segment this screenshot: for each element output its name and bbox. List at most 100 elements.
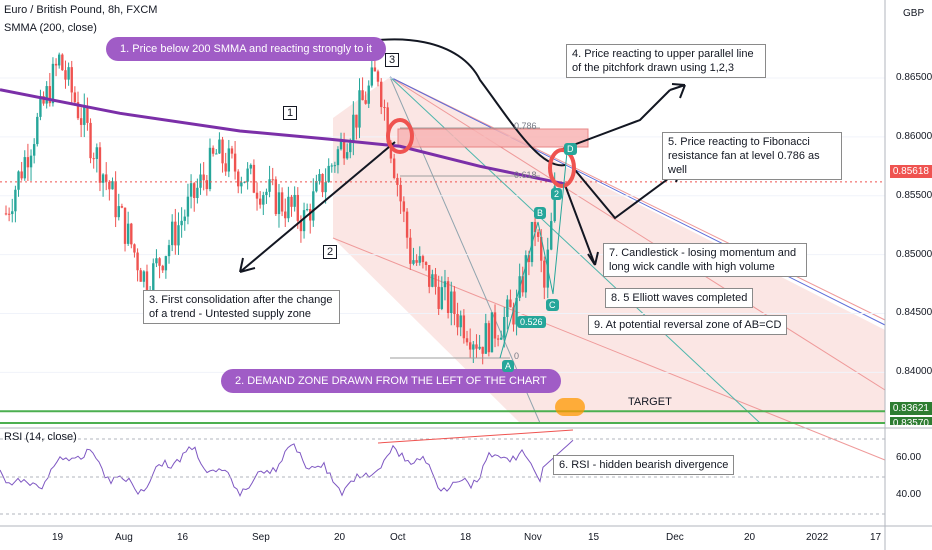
candle-body bbox=[4, 213, 8, 215]
candle bbox=[302, 202, 306, 239]
candle bbox=[296, 187, 299, 229]
clip-price-tag: 0.83570 bbox=[889, 417, 932, 425]
candle bbox=[233, 141, 237, 180]
candle bbox=[412, 247, 415, 266]
candle bbox=[58, 52, 61, 69]
candle-body bbox=[324, 182, 327, 193]
candle bbox=[456, 302, 459, 336]
candle bbox=[105, 162, 108, 191]
candle bbox=[189, 174, 193, 209]
candle-body bbox=[290, 196, 293, 207]
candle bbox=[268, 165, 271, 198]
time-tick: Oct bbox=[390, 532, 406, 543]
candle-body bbox=[265, 191, 268, 196]
candle bbox=[215, 149, 218, 155]
rsi-tick-60: 60.00 bbox=[896, 452, 922, 463]
candle-body bbox=[111, 181, 114, 190]
candle bbox=[29, 149, 33, 181]
candle bbox=[246, 162, 249, 190]
ratio-label-2: 2 bbox=[551, 188, 563, 200]
candle-body bbox=[392, 158, 396, 178]
candle bbox=[70, 60, 73, 105]
candle bbox=[415, 254, 418, 266]
candle bbox=[230, 145, 234, 159]
candle bbox=[174, 208, 177, 255]
candle bbox=[493, 304, 497, 348]
annotation-9[interactable]: 9. At potential reversal zone of AB=CD bbox=[588, 315, 788, 335]
candle-body bbox=[14, 189, 17, 212]
candle-body bbox=[17, 171, 20, 190]
time-tick: Sep bbox=[252, 532, 270, 543]
candle bbox=[274, 176, 278, 216]
candle bbox=[67, 62, 70, 86]
candle-body bbox=[36, 116, 39, 145]
annotation-6[interactable]: 6. RSI - hidden bearish divergence bbox=[553, 455, 735, 475]
candle-body bbox=[161, 265, 164, 271]
candle-body bbox=[205, 180, 209, 190]
candle bbox=[355, 114, 358, 140]
candle bbox=[421, 254, 425, 269]
candle bbox=[193, 182, 196, 212]
candle bbox=[364, 91, 367, 105]
candle-body bbox=[396, 177, 399, 185]
candle-body bbox=[434, 274, 437, 287]
candle bbox=[61, 53, 64, 71]
candle-body bbox=[373, 67, 377, 72]
pitchfork-line bbox=[389, 76, 886, 321]
candle bbox=[336, 146, 340, 174]
candle-body bbox=[32, 144, 36, 156]
candle bbox=[324, 168, 327, 204]
candle-body bbox=[89, 122, 92, 159]
candle-body bbox=[186, 196, 190, 217]
candle bbox=[524, 250, 528, 298]
candle-body bbox=[424, 262, 428, 265]
candle-body bbox=[352, 114, 355, 143]
candle-body bbox=[431, 274, 434, 287]
candle-body bbox=[83, 106, 86, 125]
candle-body bbox=[496, 338, 500, 340]
annotation-2[interactable]: 2. DEMAND ZONE DRAWN FROM THE LEFT OF TH… bbox=[221, 369, 561, 393]
candle bbox=[484, 313, 487, 354]
candle bbox=[117, 193, 120, 221]
candle bbox=[327, 158, 330, 183]
candle bbox=[536, 229, 540, 242]
candle bbox=[123, 207, 127, 252]
annotation-curve bbox=[334, 38, 566, 167]
candle bbox=[453, 286, 456, 326]
annotation-4[interactable]: 4. Price reacting to upper parallel line… bbox=[566, 44, 766, 78]
candle bbox=[211, 145, 215, 157]
candle-body bbox=[193, 183, 196, 198]
candle-body bbox=[189, 183, 193, 197]
candle bbox=[370, 59, 374, 88]
candle bbox=[367, 80, 370, 109]
annotation-8[interactable]: 8. 5 Elliott waves completed bbox=[605, 288, 754, 308]
candle-body bbox=[462, 315, 466, 339]
candle bbox=[158, 257, 161, 279]
fib-label-0: 0 bbox=[514, 351, 520, 361]
target-label: TARGET bbox=[628, 396, 672, 408]
candle bbox=[54, 58, 58, 77]
annotation-7[interactable]: 7. Candlestick - losing momentum and lon… bbox=[603, 243, 807, 277]
candle bbox=[32, 138, 36, 164]
candle-body bbox=[315, 181, 318, 192]
candle-body bbox=[183, 216, 186, 221]
candle bbox=[321, 173, 324, 198]
candle-body bbox=[543, 260, 546, 288]
time-tick: Nov bbox=[524, 532, 542, 543]
annotation-1[interactable]: 1. Price below 200 SMMA and reacting str… bbox=[106, 37, 386, 61]
time-tick: 15 bbox=[588, 532, 600, 543]
candle-body bbox=[79, 118, 83, 125]
candle bbox=[315, 174, 318, 193]
candle-body bbox=[481, 346, 484, 354]
candle-body bbox=[533, 221, 537, 233]
annotation-5[interactable]: 5. Price reacting to Fibonacci resistanc… bbox=[662, 132, 842, 180]
candle-body bbox=[550, 221, 553, 250]
annotation-3[interactable]: 3. First consolidation after the change … bbox=[143, 290, 340, 324]
candle-body bbox=[258, 198, 262, 205]
candle bbox=[20, 161, 23, 181]
candle bbox=[7, 207, 11, 222]
candle bbox=[186, 183, 190, 225]
candle bbox=[11, 198, 14, 223]
time-tick: 2022 bbox=[806, 532, 829, 543]
currency-label: GBP bbox=[903, 8, 925, 19]
